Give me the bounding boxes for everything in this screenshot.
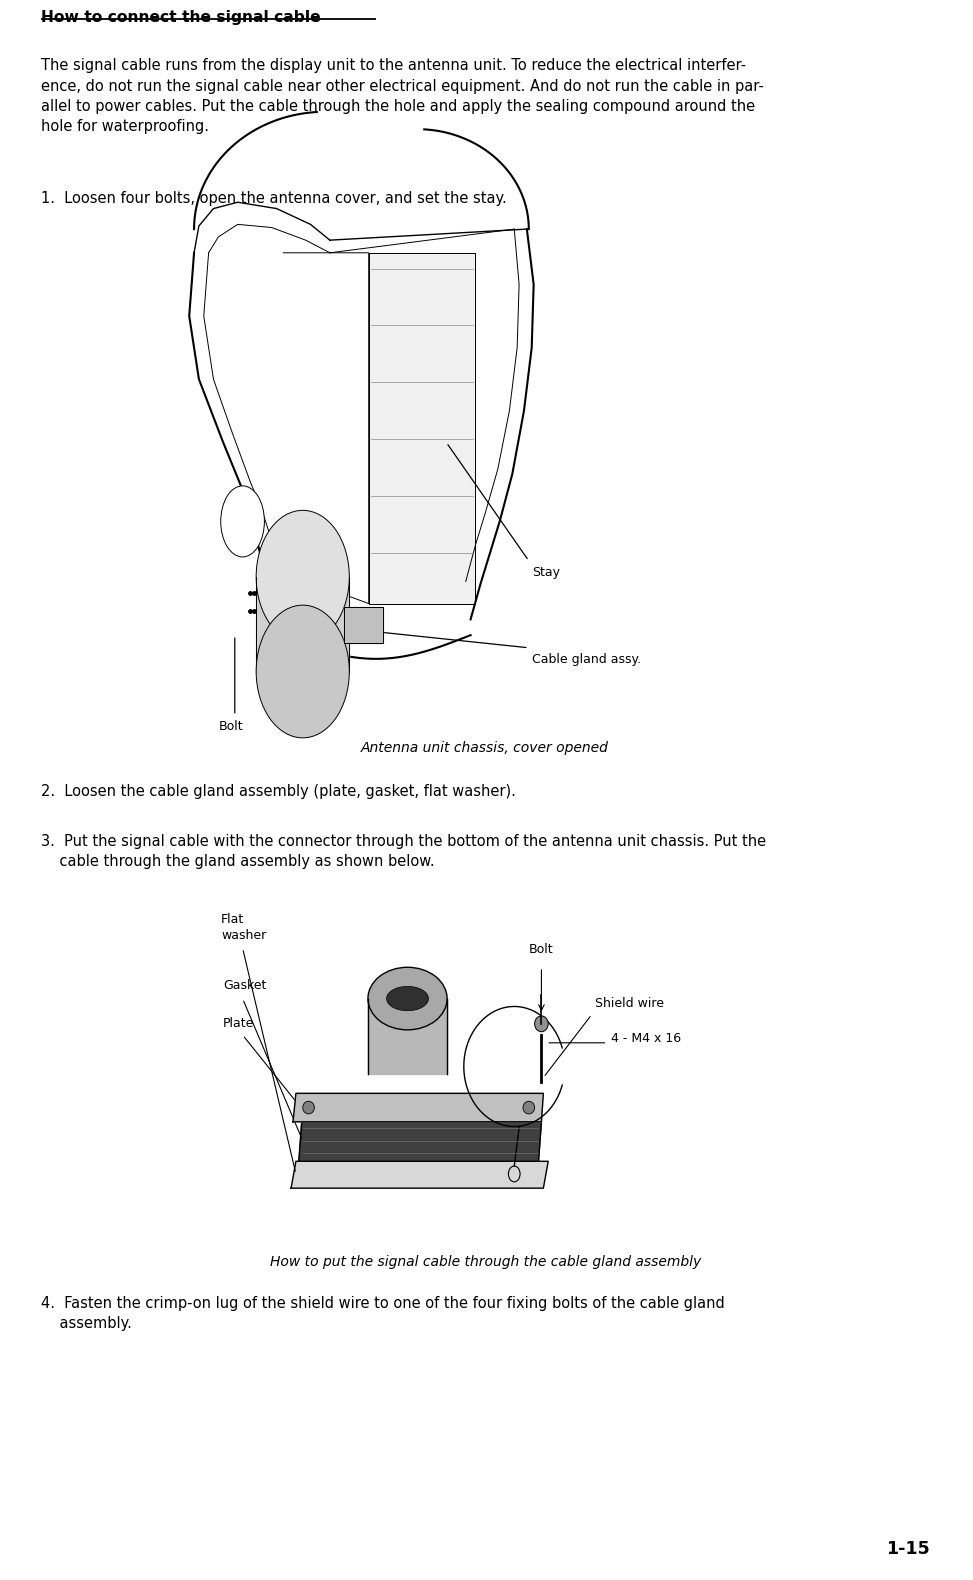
Polygon shape: [368, 999, 448, 1074]
Text: The signal cable runs from the display unit to the antenna unit. To reduce the e: The signal cable runs from the display u…: [41, 58, 764, 134]
Polygon shape: [369, 253, 476, 604]
Ellipse shape: [303, 1101, 314, 1114]
Polygon shape: [299, 1122, 541, 1161]
Text: 4 - M4 x 16: 4 - M4 x 16: [611, 1032, 681, 1044]
Ellipse shape: [256, 510, 349, 643]
Polygon shape: [291, 1161, 548, 1188]
Text: 2.  Loosen the cable gland assembly (plate, gasket, flat washer).: 2. Loosen the cable gland assembly (plat…: [41, 784, 516, 798]
Text: Cable gland assy.: Cable gland assy.: [531, 653, 641, 665]
Text: 3.  Put the signal cable with the connector through the bottom of the antenna un: 3. Put the signal cable with the connect…: [41, 834, 766, 869]
Text: Bolt: Bolt: [218, 720, 243, 733]
Text: How to put the signal cable through the cable gland assembly: How to put the signal cable through the …: [270, 1255, 701, 1269]
Text: 1.  Loosen four bolts, open the antenna cover, and set the stay.: 1. Loosen four bolts, open the antenna c…: [41, 191, 507, 205]
Text: How to connect the signal cable: How to connect the signal cable: [41, 11, 320, 25]
Text: Stay: Stay: [531, 566, 559, 578]
Ellipse shape: [256, 605, 349, 738]
Ellipse shape: [534, 1016, 548, 1032]
Text: Bolt: Bolt: [529, 943, 554, 956]
Text: Gasket: Gasket: [223, 980, 267, 992]
Ellipse shape: [386, 986, 428, 1011]
Ellipse shape: [221, 487, 265, 558]
Ellipse shape: [368, 967, 448, 1030]
Text: Plate: Plate: [223, 1018, 255, 1030]
Polygon shape: [344, 607, 383, 643]
Text: Flat
washer: Flat washer: [221, 913, 267, 942]
Polygon shape: [256, 577, 349, 671]
Text: 1-15: 1-15: [885, 1540, 929, 1558]
Polygon shape: [293, 1093, 543, 1122]
Ellipse shape: [523, 1101, 534, 1114]
Text: Antenna unit chassis, cover opened: Antenna unit chassis, cover opened: [361, 741, 609, 755]
Text: 4.  Fasten the crimp-on lug of the shield wire to one of the four fixing bolts o: 4. Fasten the crimp-on lug of the shield…: [41, 1296, 725, 1330]
Text: Shield wire: Shield wire: [595, 997, 664, 1010]
